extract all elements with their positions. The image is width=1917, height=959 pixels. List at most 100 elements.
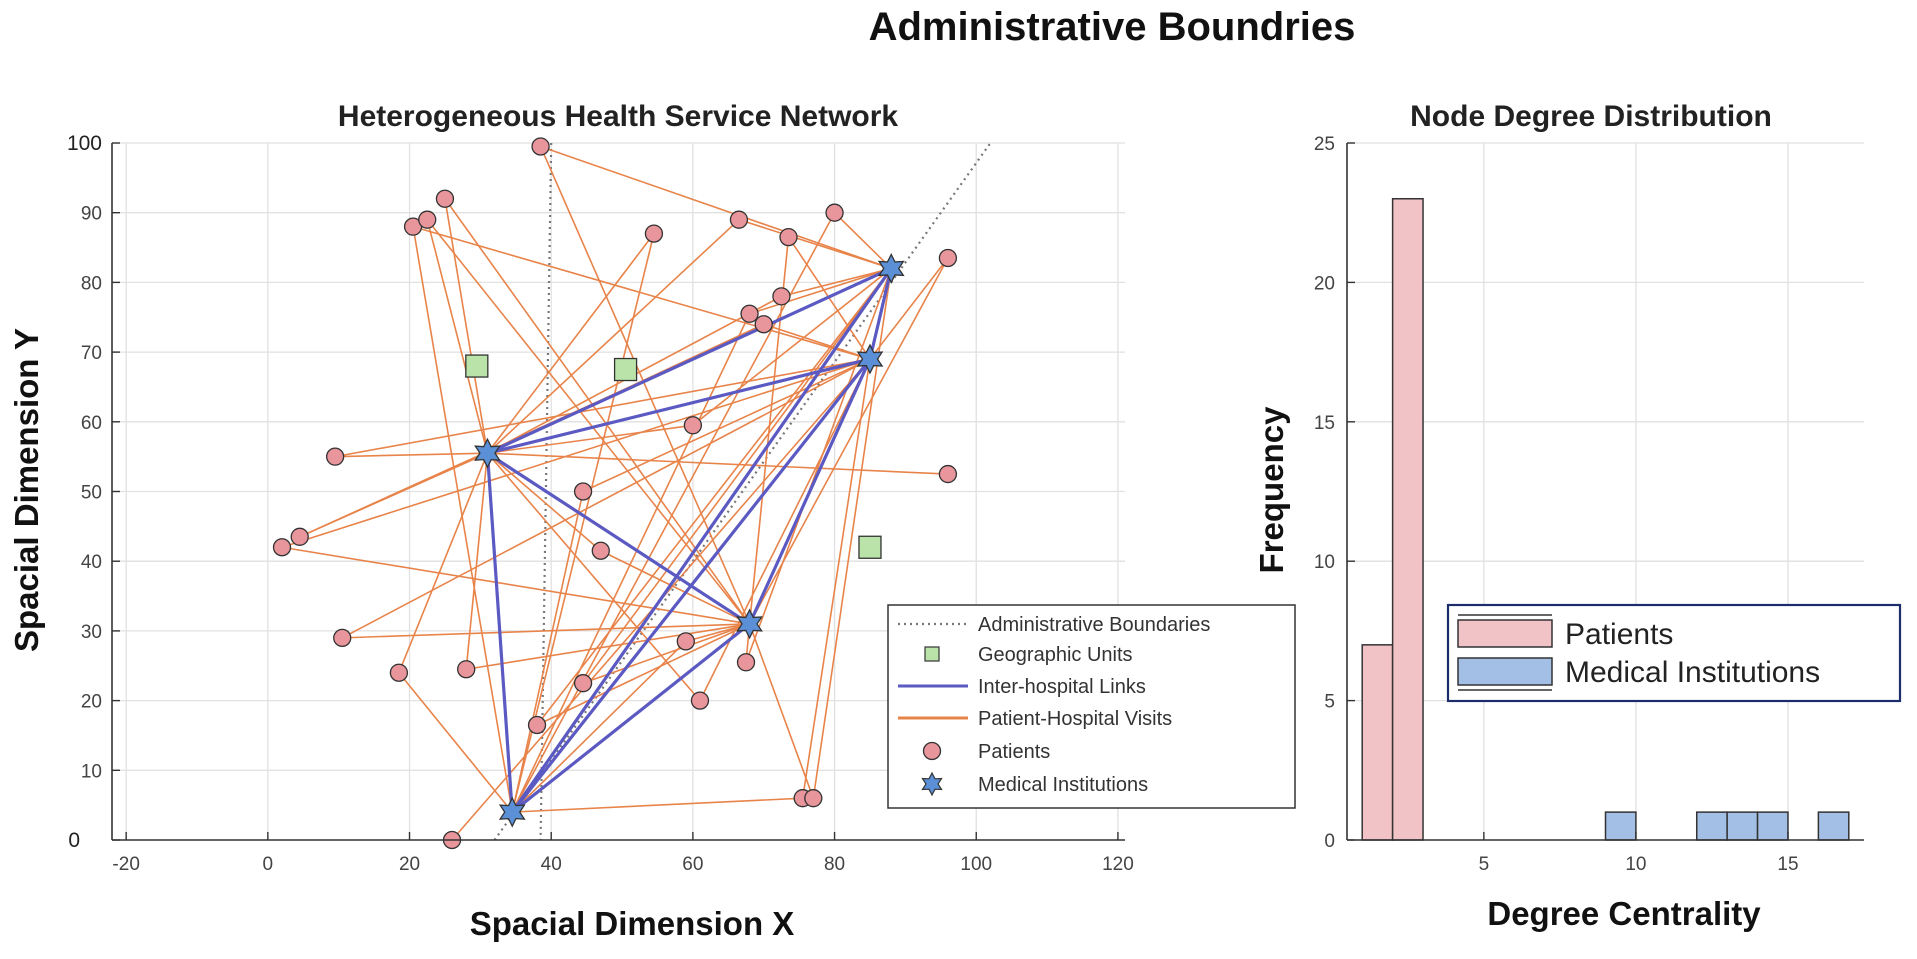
legend-links-label: Inter-hospital Links [978, 676, 1146, 698]
medical-institution-node [877, 253, 905, 284]
patient-node [729, 210, 749, 229]
patient-node [527, 715, 547, 735]
patient-node [573, 482, 593, 501]
inter-hospital-link [748, 358, 872, 625]
patient-hospital-visit [540, 145, 892, 270]
patient-hospital-visit [539, 146, 751, 625]
patient-hospital-visit [869, 257, 949, 360]
patient-hospital-visit [486, 219, 740, 454]
patient-node [333, 628, 352, 648]
patient-node [938, 248, 958, 268]
patient-node [938, 464, 958, 484]
patient-node [435, 189, 455, 208]
patient-hospital-visit [801, 358, 871, 799]
patient-hospital-visit [536, 623, 750, 726]
patients-bar [1361, 644, 1394, 841]
network-y-tick-label: 50 [81, 483, 102, 504]
geographic-unit [858, 535, 882, 559]
network-y-tick-label: 10 [81, 761, 102, 782]
histogram-ylabel: Frequency [1253, 406, 1290, 574]
legend-patients-bar-swatch [1457, 619, 1553, 648]
legend-patients-swatch [922, 741, 942, 761]
histogram-y-tick-label: 10 [1314, 552, 1335, 573]
network-x-tick-label: 20 [399, 854, 420, 875]
histogram-x-tick-label: 5 [1479, 854, 1490, 875]
network-chart: -20 0 20 40 60 80 100 120 0 10 20 30 40 50 60 70 80 90 100… [8, 100, 1296, 942]
figure-title: Administrative Boundries [869, 5, 1356, 49]
patient-hospital-visit [692, 267, 892, 426]
administrative-boundary [493, 142, 992, 841]
network-title: Heterogeneous Health Service Network [338, 100, 899, 133]
network-legend: Administrative Boundaries Geographic Uni… [887, 604, 1296, 809]
patient-hospital-visit [511, 233, 655, 813]
patient-node [683, 416, 703, 435]
patient-hospital-visit [781, 267, 892, 298]
patient-hospital-visit [536, 267, 892, 726]
patient-node [325, 447, 345, 466]
patient-hospital-visit [582, 267, 892, 684]
patient-hospital-visit [833, 212, 892, 270]
patient-hospital-visit [749, 267, 892, 315]
patient-node [573, 674, 593, 693]
histogram-y-tick-label: 20 [1314, 273, 1335, 294]
patient-hospital-visit [466, 623, 750, 671]
patient-hospital-visit [486, 452, 701, 702]
patient-hospital-visit [486, 452, 602, 552]
patient-node [676, 632, 695, 651]
patients-bar [1391, 198, 1424, 841]
patient-hospital-visit [281, 358, 871, 549]
inter-hospital-link [510, 267, 893, 814]
histogram-x-tick-label: 15 [1777, 854, 1798, 875]
patient-hospital-visit [582, 358, 871, 493]
patient-hospital-visit [335, 452, 488, 458]
medical-institution-node [474, 437, 501, 469]
patient-hospital-visit [426, 219, 489, 454]
patient-node [272, 538, 292, 557]
patient-hospital-visit [685, 623, 750, 643]
patient-hospital-visit [342, 623, 750, 639]
network-x-tick-label: 40 [541, 854, 562, 875]
legend-hospitals-label: Medical Institutions [978, 774, 1148, 796]
patient-hospital-visit [511, 640, 687, 813]
patient-hospital-visit [412, 225, 871, 360]
patient-node [804, 789, 823, 808]
patient-node [825, 203, 844, 222]
network-y-tick-label: 90 [81, 204, 102, 225]
patient-hospital-visit [600, 550, 750, 625]
network-y-tick-label: 30 [81, 622, 102, 643]
network-y-tick-label: 60 [81, 413, 102, 434]
patient-hospital-visit [511, 212, 836, 813]
network-y-tick-label: 0 [68, 829, 80, 852]
patient-hospital-visit [512, 797, 803, 813]
histogram-y-tick-label: 15 [1314, 413, 1335, 434]
patient-hospital-visit [745, 268, 892, 663]
histogram-legend: Patients Medical Institutions [1446, 603, 1902, 703]
patient-hospital-visit [334, 358, 871, 458]
patient-node [779, 227, 798, 247]
patient-hospital-visit [748, 623, 815, 799]
patient-node [531, 137, 550, 156]
network-y-tick-label: 100 [67, 132, 102, 155]
medical-institution-node [856, 343, 884, 375]
geographic-unit [465, 354, 489, 378]
network-x-tick-label: 100 [960, 854, 992, 875]
patient-node [754, 315, 773, 334]
patient-node [457, 660, 476, 679]
patient-hospital-visit [398, 452, 489, 674]
histogram-xlabel: Degree Centrality [1487, 895, 1761, 932]
patient-node [736, 653, 756, 672]
histogram-y-tick-label: 25 [1314, 134, 1335, 155]
network-x-tick-label: 60 [682, 854, 703, 875]
legend-geo-label: Geographic Units [978, 644, 1133, 666]
patient-hospital-visit [511, 491, 584, 813]
legend-institutions-bar-swatch [1457, 657, 1553, 686]
histogram-legend-patients: Patients [1565, 618, 1673, 651]
histogram-title: Node Degree Distribution [1410, 100, 1772, 133]
institutions-bar [1726, 811, 1759, 841]
patient-hospital-visit [444, 198, 751, 625]
patient-hospital-visit [738, 218, 892, 270]
patient-hospital-visit [426, 219, 751, 625]
geographic-unit [613, 357, 638, 382]
institutions-bar [1604, 811, 1637, 841]
